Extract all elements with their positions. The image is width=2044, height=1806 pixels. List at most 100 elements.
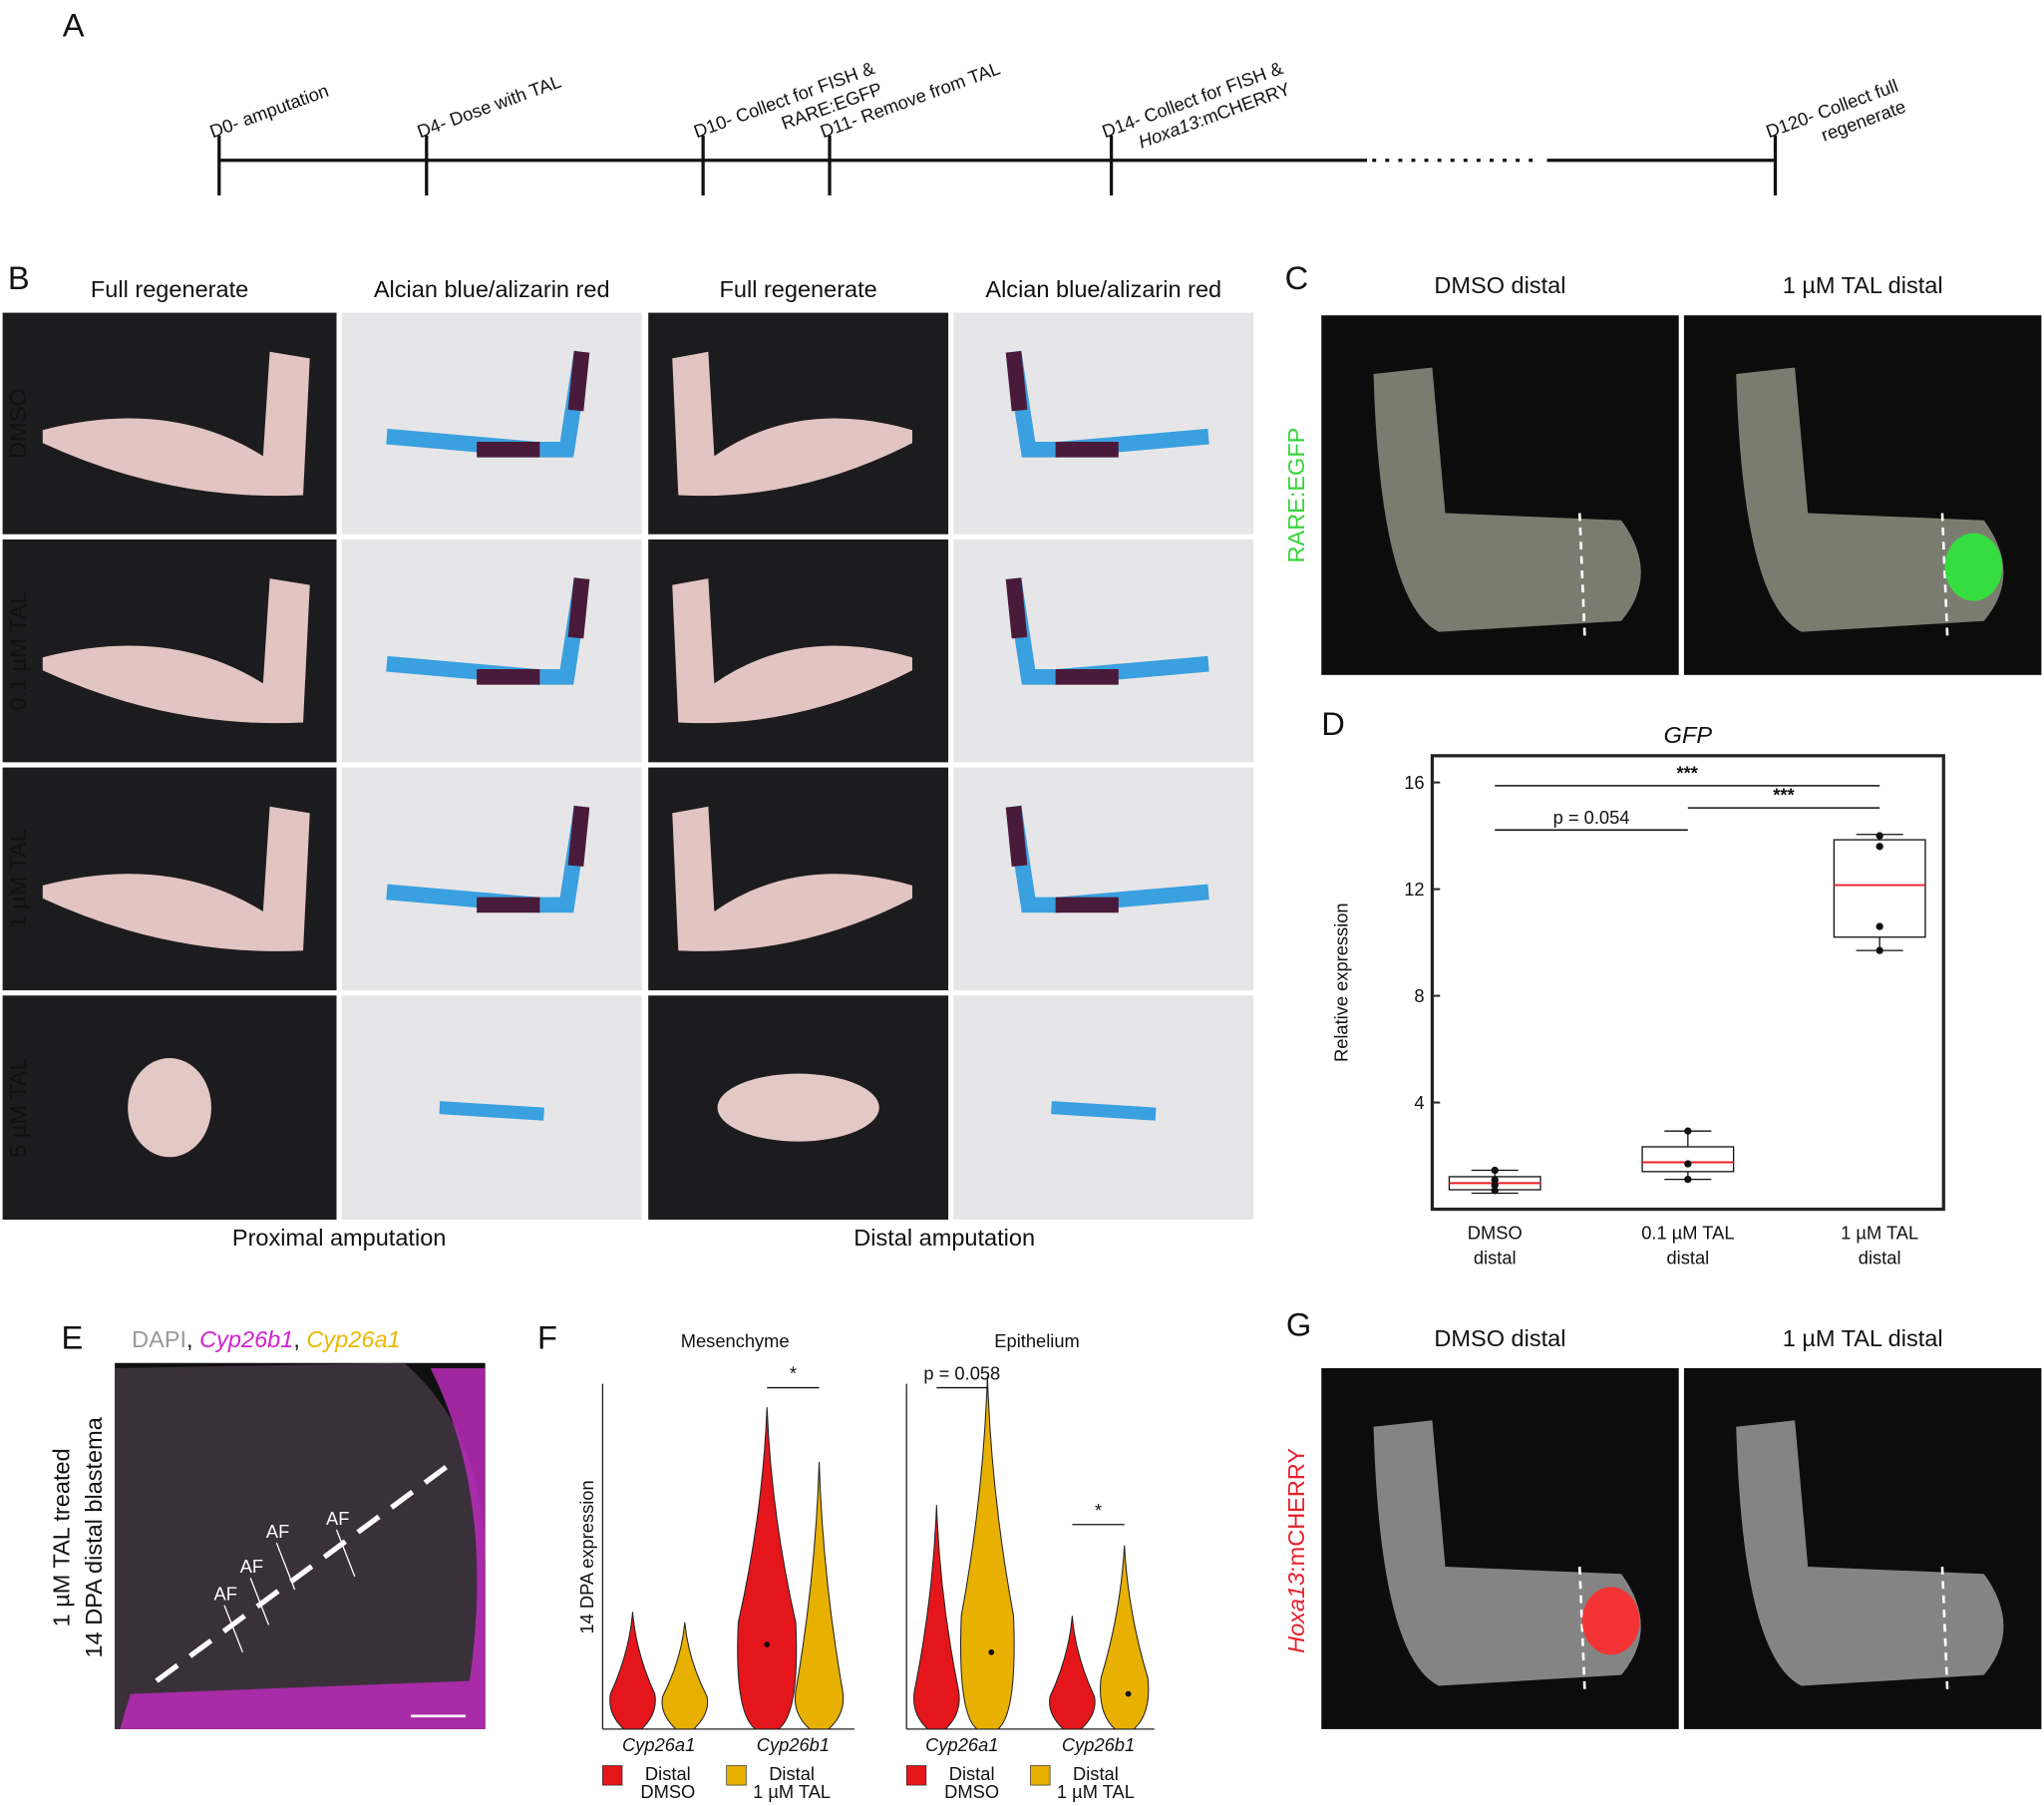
x-tick-label: distal [1666,1247,1709,1267]
panel-letter: E [61,1318,83,1355]
x-tick-label: DMSO [1468,1223,1523,1244]
amputation-line [1577,513,1586,639]
violin [1049,1616,1096,1730]
legend-label: Distal [769,1763,815,1784]
skeleton [386,350,590,458]
plot-title: Mesenchyme [681,1330,790,1351]
y-axis-label: Relative expression [1330,903,1351,1062]
significance-label: * [790,1363,797,1384]
significance-label: * [1095,1500,1102,1521]
box [1641,1146,1735,1173]
panel-title-part: DAPI [132,1326,186,1352]
panel-title: DAPI, Cyp26b1, Cyp26a1 [132,1326,400,1352]
limb [42,351,310,497]
y-axis-label: 14 DPA expression [576,1480,597,1633]
limb [717,1073,879,1142]
violin [794,1462,845,1730]
violin [609,1612,656,1730]
photo [953,539,1254,763]
data-point [1491,1176,1499,1184]
x-tick-label: Cyp26a1 [622,1734,695,1755]
tissue [115,1362,486,1729]
panel-title-part: , [186,1326,199,1352]
legend-label: 1 µM TAL [1057,1781,1135,1802]
column-header: Full regenerate [720,276,877,302]
box [1833,839,1926,938]
limb [1736,367,2004,632]
side-label-part: Hoxa13 [1283,1573,1309,1653]
annotation: AF [240,1556,263,1577]
panel-letter: G [1286,1305,1311,1342]
legend-label: Distal [949,1763,995,1784]
skeleton [386,576,590,685]
y-tick-label: 12 [1404,879,1424,900]
limb [672,351,912,497]
skeleton [1005,350,1209,458]
limb [1373,1420,1641,1686]
data-point [1684,1175,1692,1184]
side-label: RARE:EGFP [1283,428,1309,563]
side-label: 14 DPA distal blastema [81,1416,107,1657]
bone [1005,806,1119,913]
legend-label: DMSO [944,1781,999,1802]
x-tick-label: 0.1 µM TAL [1641,1223,1734,1244]
mean-dot [988,1648,995,1655]
y-tick-label: 8 [1414,985,1424,1006]
panel-letter: B [8,259,30,296]
violin [661,1622,709,1730]
x-tick-label: distal [1474,1247,1517,1267]
limb [1373,367,1641,632]
bone [477,806,590,913]
data-point [1491,1166,1499,1175]
amputation-line [1577,1566,1586,1693]
photo [341,539,642,763]
row-label: 5 µM TAL [5,1058,31,1158]
bone [439,1101,544,1121]
bone [477,577,590,685]
data-point [1875,832,1883,840]
column-header: Full regenerate [91,276,248,302]
limb [42,578,310,724]
significance-label: *** [1773,785,1795,806]
significance-label: p = 0.054 [1553,807,1630,828]
side-label: Hoxa13:mCHERRY [1283,1448,1309,1653]
panel-letter: A [63,7,85,44]
column-header: DMSO distal [1434,272,1565,298]
violin [1100,1545,1150,1730]
violin [959,1375,1015,1730]
panel-letter: C [1285,259,1309,296]
photo [953,312,1254,535]
column-header: 1 µM TAL distal [1783,1325,1943,1351]
panel-title-part: , [293,1326,306,1352]
data-point [1684,1127,1692,1135]
data-point [1875,843,1883,851]
amputation-line [155,1457,459,1683]
violin [913,1505,960,1730]
x-tick-label: Cyp26a1 [925,1734,998,1755]
limb [672,578,912,724]
data-point [1875,946,1883,954]
annotation: AF [214,1584,237,1605]
photo [341,767,642,991]
legend-label: 1 µM TAL [753,1781,831,1802]
y-tick-label: 16 [1404,772,1424,793]
row-label: DMSO [5,388,31,459]
violin [737,1407,798,1730]
legend-label: Distal [645,1763,691,1784]
mean-dot [1125,1690,1132,1697]
mean-dot [764,1641,771,1647]
plot-frame [1430,754,1945,1212]
footer-label: Proximal amputation [232,1225,446,1251]
epithelium [120,1367,486,1729]
pointer [249,1578,270,1625]
panel-title-part: Cyp26a1 [306,1326,400,1352]
amputation-line [1940,513,1949,639]
x-tick-label: distal [1859,1247,1901,1267]
chart-title: GFP [1664,722,1713,748]
panel-title-part: Cyp26b1 [199,1326,293,1352]
skeleton [386,805,590,913]
photo [953,767,1254,991]
row-label: 0.1 µM TAL [5,591,31,711]
pointer [275,1542,296,1591]
